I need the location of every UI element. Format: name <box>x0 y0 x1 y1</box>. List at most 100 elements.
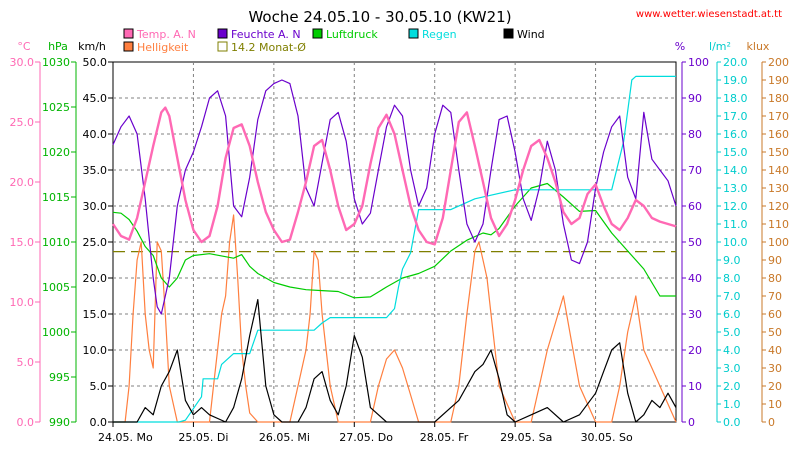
axis-tick-label: 0.0 <box>17 416 35 429</box>
axis-tick-label: 45.0 <box>83 92 108 105</box>
axis-tick-label: 25.0 <box>83 236 108 249</box>
axis-tick-label: 17.0 <box>723 110 748 123</box>
legend-swatch <box>503 28 514 39</box>
axis-tick-label: 30 <box>688 308 702 321</box>
axis-tick-label: 180 <box>768 92 789 105</box>
axis-tick-label: 14.0 <box>723 164 748 177</box>
axis-tick-label: 150 <box>768 146 789 159</box>
axis-tick-label: 1025 <box>42 101 70 114</box>
axis-tick-label: 170 <box>768 110 789 123</box>
axis-tick-label: 50 <box>688 236 702 249</box>
legend-swatch <box>123 41 134 52</box>
axis-tick-label: 10.0 <box>83 344 108 357</box>
source-label: www.wetter.wiesenstadt.at.tt <box>636 9 782 20</box>
axis-tick-label: 0.0 <box>90 416 108 429</box>
axis-tick-label: 30 <box>768 362 782 375</box>
axis-tick-label: 110 <box>768 218 789 231</box>
axis-tick-label: 70 <box>688 164 702 177</box>
data-series <box>112 75 677 423</box>
axis-tick-label: 90 <box>768 254 782 267</box>
axis-tick-label: 15.0 <box>10 236 35 249</box>
series-line-regen <box>113 75 676 423</box>
axis-tick-label: 70 <box>768 290 782 303</box>
series-line-helligkeit <box>113 214 677 423</box>
axis-tick-label: 15.0 <box>723 146 748 159</box>
axis-tick-label: 60 <box>688 200 702 213</box>
x-axis-label: 28.05. Fr <box>420 431 469 444</box>
chart-axes: 0.05.010.015.020.025.030.099099510001005… <box>10 56 790 429</box>
x-axis-label: 25.05. Di <box>178 431 228 444</box>
axis-tick-label: 19.0 <box>723 74 748 87</box>
axis-tick-label: 100 <box>688 56 709 69</box>
axis-tick-label: 50 <box>768 326 782 339</box>
axis-tick-label: 3.0 <box>723 362 741 375</box>
axis-tick-label: 20.0 <box>83 272 108 285</box>
axis-tick-label: 80 <box>688 128 702 141</box>
axis-tick-label: 60 <box>768 308 782 321</box>
axis-tick-label: 6.0 <box>723 308 741 321</box>
axis-tick-label: 10.0 <box>10 296 35 309</box>
series-line-feuchte-a-n <box>112 79 677 315</box>
axis-tick-label: 20 <box>768 380 782 393</box>
axis-tick-label: 20 <box>688 344 702 357</box>
axis-tick-label: 0 <box>768 416 775 429</box>
axis-tick-label: 1010 <box>42 236 70 249</box>
axis-tick-label: 1005 <box>42 281 70 294</box>
axis-tick-label: 16.0 <box>723 128 748 141</box>
axis-tick-label: 1030 <box>42 56 70 69</box>
axis-tick-label: 10.0 <box>723 236 748 249</box>
axis-unit-label: klux <box>747 40 770 53</box>
series-line-wind <box>113 299 677 423</box>
axis-tick-label: 13.0 <box>723 182 748 195</box>
axis-tick-label: 1.0 <box>723 398 741 411</box>
axis-tick-label: 40 <box>688 272 702 285</box>
legend-label: Regen <box>422 28 457 41</box>
axis-tick-label: 1015 <box>42 191 70 204</box>
legend-label: Wind <box>517 28 545 41</box>
series-line-luftdruck <box>112 182 676 299</box>
x-axis-label: 29.05. Sa <box>500 431 552 444</box>
axis-tick-label: 8.0 <box>723 272 741 285</box>
axis-tick-label: 5.0 <box>90 380 108 393</box>
axis-tick-label: 90 <box>688 92 702 105</box>
axis-tick-label: 7.0 <box>723 290 741 303</box>
x-axis-label: 26.05. Mi <box>259 431 310 444</box>
legend-swatch <box>217 41 228 52</box>
axis-tick-label: 30.0 <box>83 200 108 213</box>
axis-tick-label: 10 <box>688 380 702 393</box>
legend-swatch <box>408 28 419 39</box>
legend-swatch <box>123 28 134 39</box>
legend-label: Luftdruck <box>326 28 378 41</box>
axis-tick-label: 5.0 <box>723 326 741 339</box>
x-axis-label: 24.05. Mo <box>98 431 153 444</box>
chart-grid <box>113 62 676 422</box>
axis-tick-label: 18.0 <box>723 92 748 105</box>
axis-unit-label: °C <box>17 40 31 53</box>
axis-tick-label: 0.0 <box>723 416 741 429</box>
axis-tick-label: 995 <box>49 371 70 384</box>
axis-tick-label: 30.0 <box>10 56 35 69</box>
axis-tick-label: 190 <box>768 74 789 87</box>
axis-tick-label: 200 <box>768 56 789 69</box>
axis-tick-label: 25.0 <box>10 116 35 129</box>
axis-tick-label: 10 <box>768 398 782 411</box>
x-axis-labels: 24.05. Mo 25.05. Di 26.05. Mi 27.05. Do 28.0… <box>98 422 633 444</box>
axis-tick-label: 100 <box>768 236 789 249</box>
legend-label: Temp. A. N <box>136 28 196 41</box>
axis-tick-label: 140 <box>768 164 789 177</box>
axis-tick-label: 9.0 <box>723 254 741 267</box>
axis-tick-label: 20.0 <box>723 56 748 69</box>
x-axis-label: 30.05. So <box>581 431 633 444</box>
legend-swatch <box>312 28 323 39</box>
axis-unit-label: hPa <box>48 40 68 53</box>
legend-label: Helligkeit <box>137 41 189 54</box>
axis-unit-label: km/h <box>78 40 106 53</box>
series-line-temp-a-n <box>112 106 677 246</box>
axis-tick-label: 1020 <box>42 146 70 159</box>
axis-unit-labels: °C hPa km/h% l/m² klux <box>17 40 770 53</box>
axis-tick-label: 11.0 <box>723 218 748 231</box>
axis-tick-label: 5.0 <box>17 356 35 369</box>
legend-label: 14.2 Monat-Ø <box>231 41 306 54</box>
axis-unit-label: l/m² <box>709 40 731 53</box>
